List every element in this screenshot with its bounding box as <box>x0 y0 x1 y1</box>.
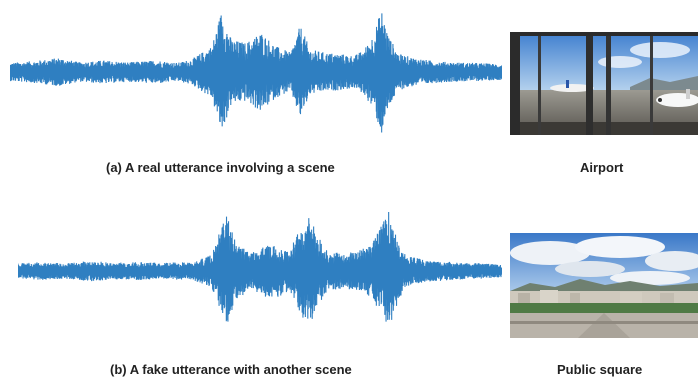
waveform-real <box>10 13 502 133</box>
scene-label-airport: Airport <box>580 160 624 175</box>
waveform-fake <box>18 211 502 322</box>
caption-real: (a) A real utterance involving a scene <box>106 160 335 175</box>
airport-photo <box>510 32 698 135</box>
caption-fake: (b) A fake utterance with another scene <box>110 362 352 377</box>
public-square-photo <box>510 233 698 338</box>
scene-label-public-square: Public square <box>557 362 643 377</box>
